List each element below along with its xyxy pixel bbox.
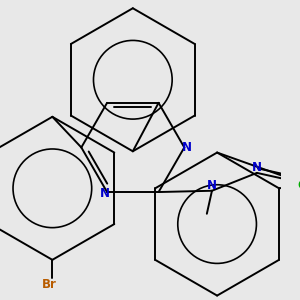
Text: Cl: Cl [297, 179, 300, 192]
Text: N: N [100, 187, 110, 200]
Text: N: N [252, 161, 262, 174]
Text: N: N [207, 178, 217, 192]
Text: N: N [182, 141, 192, 154]
Text: Br: Br [42, 278, 57, 291]
